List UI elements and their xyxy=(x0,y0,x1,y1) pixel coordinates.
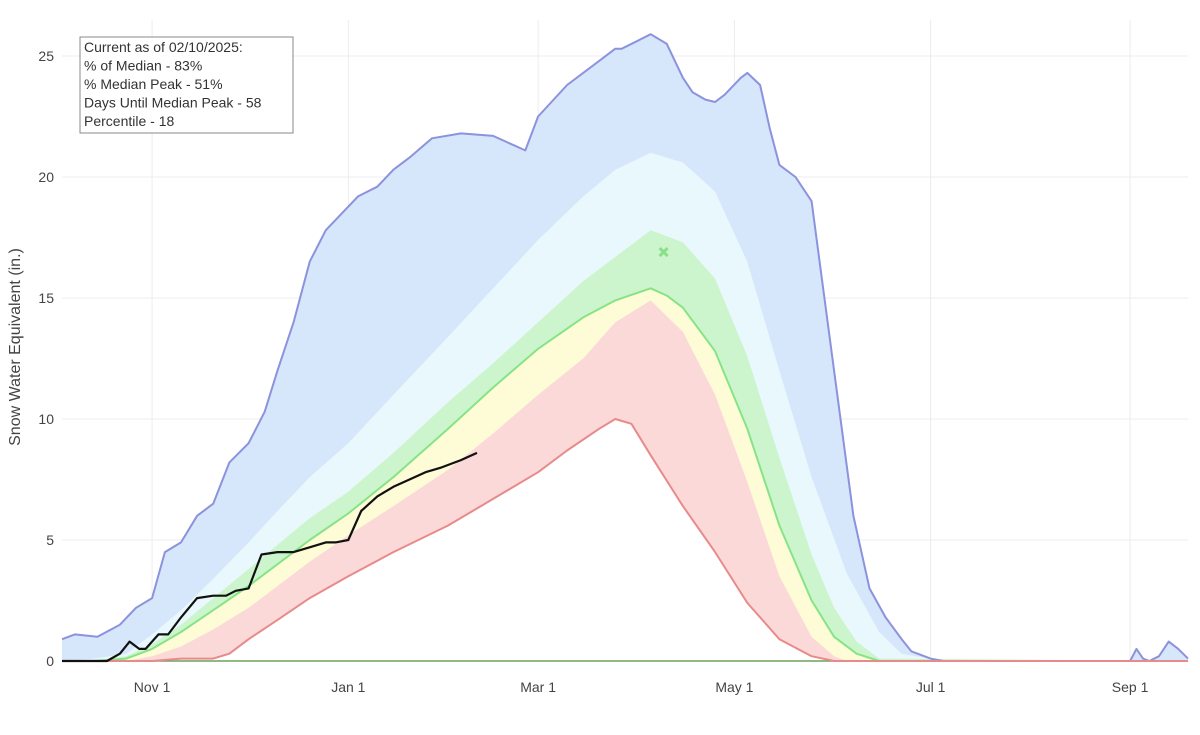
line-10th xyxy=(62,418,1188,662)
y-tick-label: 10 xyxy=(38,411,54,427)
series-lines xyxy=(61,33,1189,663)
annotation-border xyxy=(79,36,294,134)
y-axis-title: Snow Water Equivalent (in.) xyxy=(7,248,24,446)
y-tick-label: 20 xyxy=(38,169,54,185)
x-tick-label: May 1 xyxy=(715,679,753,695)
annotation-line: % Median Peak - 51% xyxy=(84,76,223,92)
x-tick-label: Jan 1 xyxy=(331,679,365,695)
line-median xyxy=(62,287,1188,662)
y-tick-label: 0 xyxy=(46,653,54,669)
series-line-0 xyxy=(62,451,478,663)
annotation-box: Current as of 02/10/2025: % of Median - 8… xyxy=(79,36,294,134)
band-10th xyxy=(62,419,1188,661)
y-tick-label: 15 xyxy=(38,290,54,306)
annotation-line: Current as of 02/10/2025: xyxy=(84,39,243,55)
y-tick-label: 25 xyxy=(38,48,54,64)
x-tick-label: Mar 1 xyxy=(520,679,556,695)
marker-stroke xyxy=(658,246,669,258)
tick-labels: 0 5 10 15 20 25 Nov 1 Jan 1 Mar 1 May 1 Jul 1 Sep 1 xyxy=(38,48,1148,695)
markers xyxy=(658,246,669,258)
y-tick-label: 5 xyxy=(46,532,54,548)
x-tick-label: Sep 1 xyxy=(1112,679,1149,695)
annotation-line: Percentile - 18 xyxy=(84,113,174,129)
annotation-line: Days Until Median Peak - 58 xyxy=(84,95,262,111)
x-tick-label: Nov 1 xyxy=(134,679,171,695)
x-tick-label: Jul 1 xyxy=(916,679,946,695)
peak-marker xyxy=(658,246,669,258)
percentile-bands xyxy=(62,34,1188,662)
annotation-line: % of Median - 83% xyxy=(84,58,202,74)
